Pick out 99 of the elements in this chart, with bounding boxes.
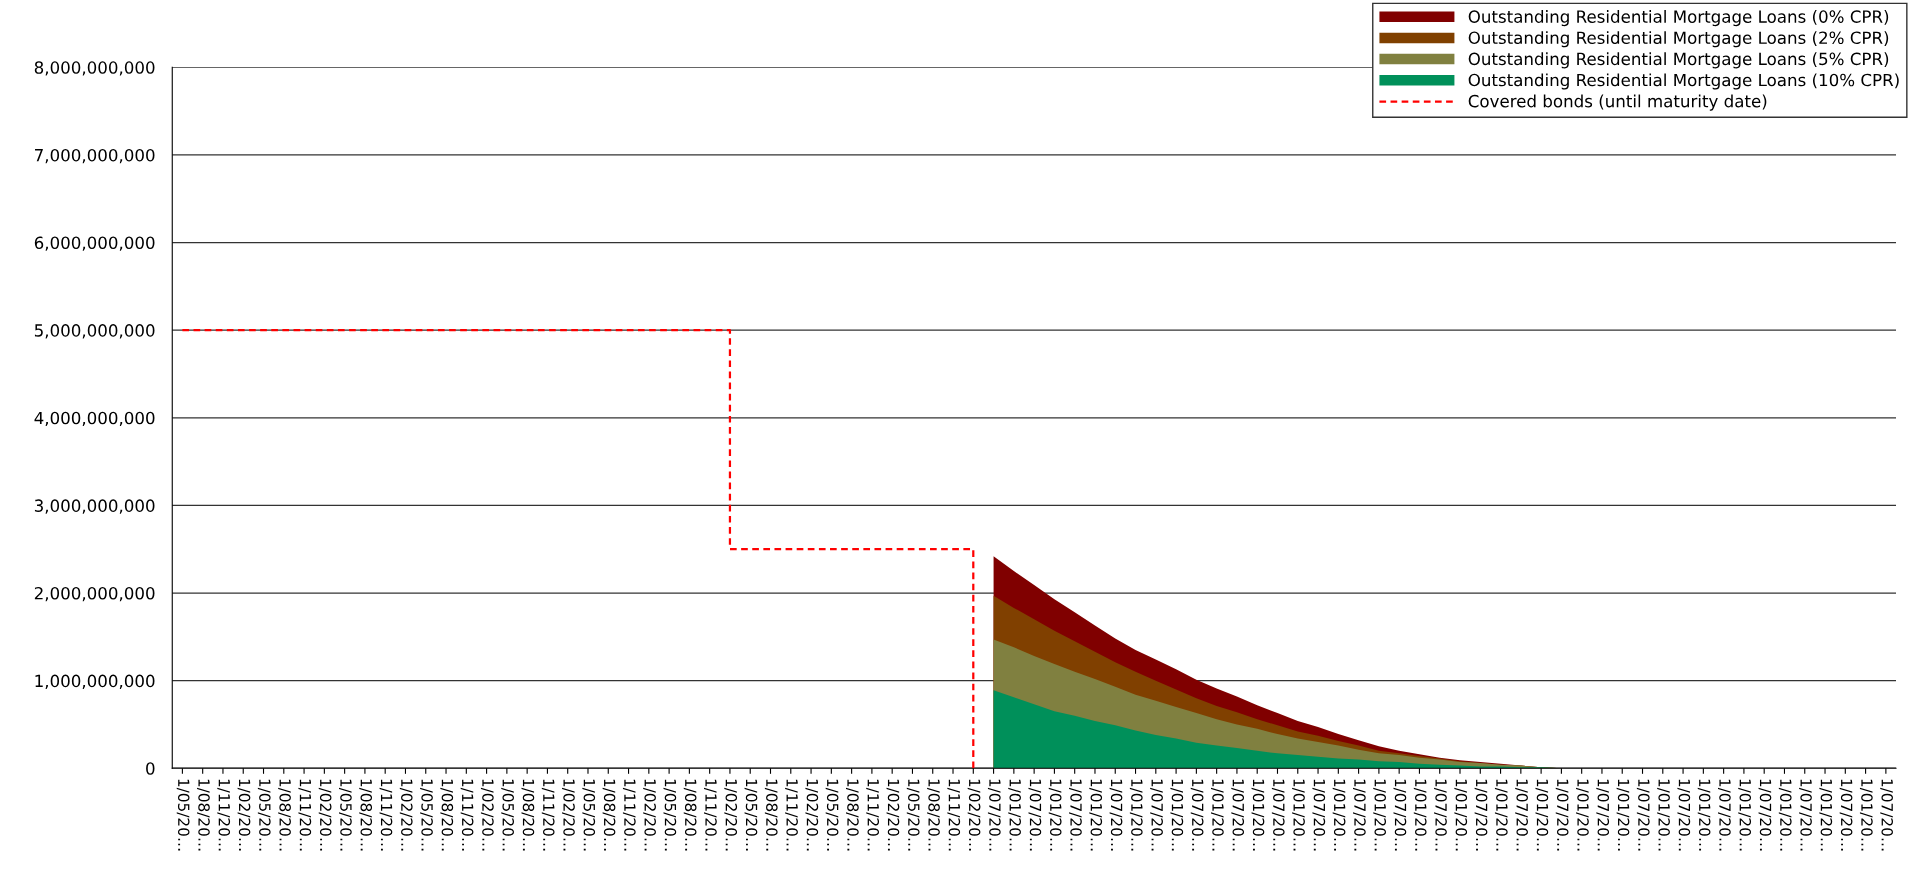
x-tick-label: 1/07/20…	[1515, 779, 1528, 851]
x-tick-label: 1/11/20…	[460, 779, 474, 851]
x-tick-label: 1/01/20…	[1819, 779, 1833, 851]
x-tick-label: 1/02/20…	[318, 779, 332, 851]
x-tick-label: 1/07/20…	[1474, 779, 1488, 851]
y-tick-label: 2,000,000,000	[34, 586, 155, 602]
x-tick-label: 1/07/20…	[1596, 779, 1610, 851]
y-tick-label: 1,000,000,000	[35, 674, 155, 689]
x-tick-label: 1/07/20…	[1718, 779, 1731, 851]
legend-label: Outstanding Residential Mortgage Loans (5% CPR)	[1468, 52, 1889, 69]
x-tick-label: 1/02/20…	[237, 779, 251, 851]
x-tick-label: 1/08/20…	[278, 779, 291, 851]
x-tick-label: 1/07/20…	[1434, 779, 1447, 851]
x-tick-label: 1/05/20…	[582, 779, 596, 851]
x-tick-label: 1/01/20…	[1129, 779, 1143, 851]
x-tick-label: 1/01/20…	[1089, 779, 1103, 851]
x-tick-label: 1/02/20…	[562, 779, 575, 851]
x-tick-label: 1/05/20…	[257, 779, 271, 851]
x-tick-label: 1/01/20…	[1535, 779, 1549, 851]
x-tick-label: 1/01/20…	[1657, 779, 1670, 851]
x-tick-label: 1/02/20…	[724, 779, 738, 851]
x-tick-label: 1/07/20…	[1028, 779, 1042, 851]
x-tick-label: 1/08/20…	[845, 779, 859, 851]
x-tick-label: 1/02/20…	[805, 779, 819, 851]
x-tick-label: 1/05/20…	[501, 779, 514, 851]
x-tick-label: 1/01/20…	[1251, 779, 1265, 851]
x-tick-label: 1/01/20…	[1292, 779, 1305, 851]
legend-label: Outstanding Residential Mortgage Loans (2% CPR)	[1468, 31, 1889, 48]
x-tick-label: 1/07/20…	[1758, 779, 1772, 851]
y-tick-label: 6,000,000,000	[34, 236, 155, 251]
legend-label: Outstanding Residential Mortgage Loans (0% CPR)	[1468, 10, 1889, 27]
x-tick-label: 1/07/20…	[1677, 779, 1691, 851]
x-tick-label: 1/11/20…	[622, 779, 636, 851]
x-tick-label: 1/08/20…	[440, 779, 454, 851]
x-tick-label: 1/02/20…	[643, 779, 656, 851]
x-tick-label: 1/08/20…	[359, 779, 373, 851]
x-tick-label: 1/01/20…	[1697, 779, 1711, 851]
x-tick-label: 1/01/20…	[1859, 779, 1873, 851]
y-tick-label: 4,000,000,000	[34, 411, 155, 427]
x-tick-label: 1/07/20…	[1069, 779, 1082, 851]
x-tick-label: 1/11/20…	[785, 779, 798, 851]
x-tick-label: 1/07/20…	[1312, 779, 1326, 851]
x-tick-label: 1/01/20…	[1332, 779, 1346, 851]
x-tick-label: 1/05/20…	[176, 779, 190, 851]
x-tick-label: 1/07/20…	[1352, 779, 1366, 851]
x-tick-label: 1/01/20…	[1454, 779, 1468, 851]
y-tick-label: 3,000,000,000	[34, 499, 155, 514]
y-tick-label: 7,000,000,000	[35, 148, 155, 164]
x-tick-label: 1/11/20…	[704, 779, 717, 851]
x-tick-label: 1/05/20…	[663, 779, 677, 851]
x-tick-label: 1/01/20…	[1494, 779, 1508, 851]
x-tick-label: 1/01/20…	[1008, 779, 1021, 851]
x-tick-label: 1/01/20…	[1373, 779, 1387, 851]
y-tick-label: 0	[146, 762, 155, 775]
x-tick-label: 1/11/20…	[541, 779, 555, 851]
x-tick-label: 1/11/20…	[947, 779, 961, 851]
x-tick-label: 1/02/20…	[886, 779, 900, 851]
x-tick-label: 1/07/20…	[1393, 779, 1407, 851]
y-tick-label: 5,000,000,000	[34, 324, 155, 339]
x-tick-label: 1/01/20…	[1738, 779, 1752, 851]
x-tick-label: 1/02/20…	[967, 779, 981, 851]
x-tick-label: 1/05/20…	[825, 779, 839, 851]
x-tick-label: 1/07/20…	[987, 779, 1001, 851]
x-tick-label: 1/08/20…	[764, 779, 778, 851]
x-tick-label: 1/07/20…	[1231, 779, 1245, 851]
x-tick-label: 1/07/20…	[1799, 779, 1812, 851]
x-tick-label: 1/11/20…	[217, 779, 231, 851]
x-tick-label: 1/08/20…	[927, 779, 940, 851]
x-tick-label: 1/11/20…	[379, 779, 393, 851]
x-tick-label: 1/07/20…	[1150, 779, 1163, 851]
x-tick-label: 1/08/20…	[521, 779, 535, 851]
x-tick-label: 1/01/20…	[1616, 779, 1630, 851]
x-tick-label: 1/05/20…	[744, 779, 758, 851]
x-tick-label: 1/01/20…	[1211, 779, 1224, 851]
x-tick-label: 1/07/20…	[1839, 779, 1853, 851]
x-tick-label: 1/07/20…	[1271, 779, 1285, 851]
legend-label: Outstanding Residential Mortgage Loans (10% CPR)	[1468, 73, 1899, 90]
x-tick-label: 1/11/20…	[298, 779, 312, 851]
x-tick-label: 1/05/20…	[339, 779, 352, 851]
x-tick-label: 1/08/20…	[197, 779, 210, 851]
x-tick-label: 1/07/20…	[1109, 779, 1123, 851]
x-tick-label: 1/05/20…	[906, 779, 920, 851]
x-tick-label: 1/01/20…	[1413, 779, 1427, 851]
x-tick-label: 1/02/20…	[399, 779, 413, 851]
x-tick-label: 1/05/20…	[420, 779, 433, 851]
x-tick-label: 1/11/20…	[866, 779, 880, 851]
x-tick-label: 1/08/20…	[683, 779, 697, 851]
x-tick-label: 1/08/20…	[602, 779, 616, 851]
x-tick-label: 1/01/20…	[1170, 779, 1184, 851]
x-tick-label: 1/01/20…	[1048, 779, 1062, 851]
x-tick-label: 1/07/20…	[1190, 779, 1204, 851]
x-tick-label: 1/01/20…	[1576, 779, 1589, 851]
x-tick-label: 1/01/20…	[1778, 779, 1792, 851]
legend-label: Covered bonds (until maturity date)	[1468, 94, 1767, 111]
x-tick-label: 1/02/20…	[480, 779, 494, 851]
x-tick-label: 1/07/20…	[1555, 779, 1569, 851]
x-tick-label: 1/07/20…	[1880, 779, 1893, 851]
y-tick-label: 8,000,000,000	[34, 61, 155, 76]
x-tick-label: 1/07/20…	[1636, 779, 1650, 851]
